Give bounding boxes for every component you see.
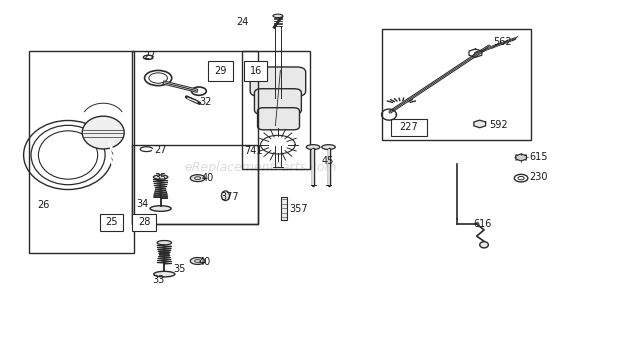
Text: 16: 16	[250, 66, 262, 76]
Bar	[391, 119, 427, 136]
Ellipse shape	[190, 258, 205, 264]
Bar	[208, 61, 234, 81]
Text: 27: 27	[154, 145, 166, 155]
Text: 32: 32	[199, 97, 211, 107]
Text: 562: 562	[494, 37, 512, 47]
Ellipse shape	[157, 240, 172, 245]
Text: 227: 227	[399, 122, 418, 132]
Polygon shape	[474, 120, 485, 128]
Text: 27: 27	[143, 50, 156, 61]
Bar	[244, 61, 267, 81]
Text: 29: 29	[215, 66, 227, 76]
Bar	[132, 214, 156, 231]
Text: 377: 377	[221, 192, 239, 203]
Bar	[281, 197, 287, 220]
Ellipse shape	[306, 145, 320, 150]
Ellipse shape	[480, 242, 489, 248]
Bar	[132, 52, 257, 224]
FancyBboxPatch shape	[257, 108, 299, 130]
Text: 45: 45	[321, 156, 334, 166]
Ellipse shape	[322, 145, 335, 150]
Text: 615: 615	[529, 152, 548, 162]
Ellipse shape	[190, 175, 205, 182]
Text: 592: 592	[489, 120, 508, 130]
Ellipse shape	[221, 191, 229, 200]
FancyBboxPatch shape	[254, 89, 301, 114]
Bar	[29, 52, 134, 253]
Text: 35: 35	[174, 264, 186, 274]
Ellipse shape	[150, 206, 171, 211]
Text: 28: 28	[138, 218, 150, 227]
Polygon shape	[516, 154, 526, 161]
Ellipse shape	[154, 271, 175, 277]
Bar	[242, 52, 310, 169]
Text: 24: 24	[236, 17, 248, 27]
Text: 230: 230	[529, 173, 548, 182]
Text: 616: 616	[474, 219, 492, 229]
Ellipse shape	[153, 175, 168, 179]
Text: 26: 26	[37, 200, 50, 210]
Bar	[132, 145, 257, 224]
Bar	[382, 29, 531, 140]
Text: 35: 35	[154, 173, 167, 183]
Text: 34: 34	[136, 199, 148, 209]
Ellipse shape	[273, 14, 283, 18]
FancyBboxPatch shape	[250, 67, 306, 96]
Text: 25: 25	[105, 218, 118, 227]
Text: eReplacementParts.com: eReplacementParts.com	[184, 160, 337, 174]
Text: 40: 40	[199, 257, 211, 267]
Text: 33: 33	[153, 275, 165, 285]
Ellipse shape	[82, 116, 124, 149]
Text: 40: 40	[202, 173, 215, 183]
Bar	[100, 214, 123, 231]
Text: 357: 357	[289, 204, 308, 214]
Text: 741: 741	[244, 145, 262, 156]
